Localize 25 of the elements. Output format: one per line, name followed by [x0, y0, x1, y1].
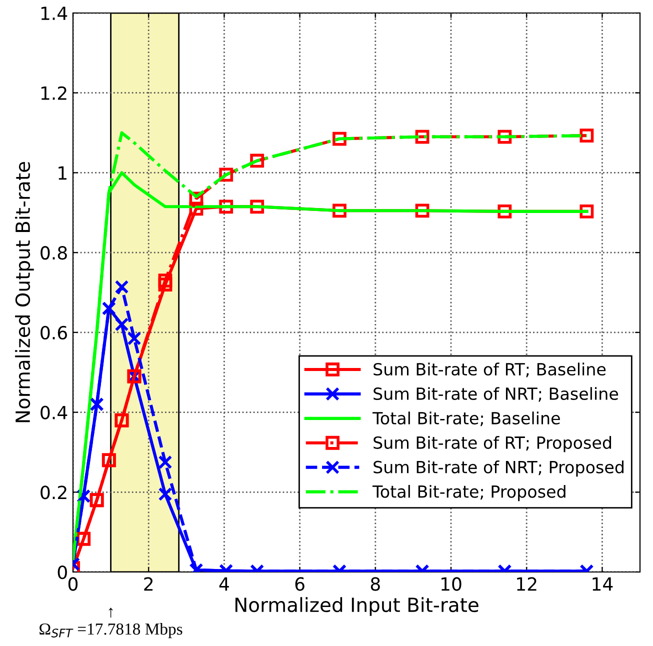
x-tick-label: 0 [68, 577, 78, 591]
legend-label: Sum Bit-rate of NRT; Proposed [374, 460, 624, 477]
legend-label: Sum Bit-rate of NRT; Baseline [374, 387, 618, 402]
legend-label: Total Bit-rate; Proposed [372, 484, 566, 502]
y-tick-label: 0 [58, 565, 67, 580]
legend-label: Total Bit-rate; Baseline [372, 412, 560, 426]
x-tick-label: 6 [295, 577, 304, 591]
legend-label: Sum Bit-rate of RT; Proposed [374, 436, 612, 452]
x-tick-label: 2 [144, 577, 153, 591]
x-tick-label: 10 [441, 577, 462, 591]
x-tick-label: 4 [219, 577, 229, 591]
y-tick-label: 0.6 [40, 326, 68, 340]
y-tick-label: 1.4 [41, 6, 68, 20]
y-tick-label: 0.8 [40, 246, 67, 260]
y-axis-title: Normalized Output Bit-rate [15, 162, 34, 422]
y-tick-label: 0.2 [40, 486, 66, 500]
y-tick-label: 1 [58, 166, 66, 180]
x-tick-label: 12 [517, 577, 536, 591]
legend-label: Sum Bit-rate of RT; Baseline [374, 362, 606, 378]
x-axis-title: Normalized Input Bit-rate [235, 597, 478, 616]
y-tick-label: 1.2 [41, 86, 66, 100]
x-tick-label: 14 [592, 577, 613, 591]
y-tick-label: 0.4 [40, 406, 68, 420]
x-tick-label: 8 [370, 577, 380, 591]
text: ↑ Ω$_{SFT}$ =17.7818 Mbps [40, 608, 182, 638]
